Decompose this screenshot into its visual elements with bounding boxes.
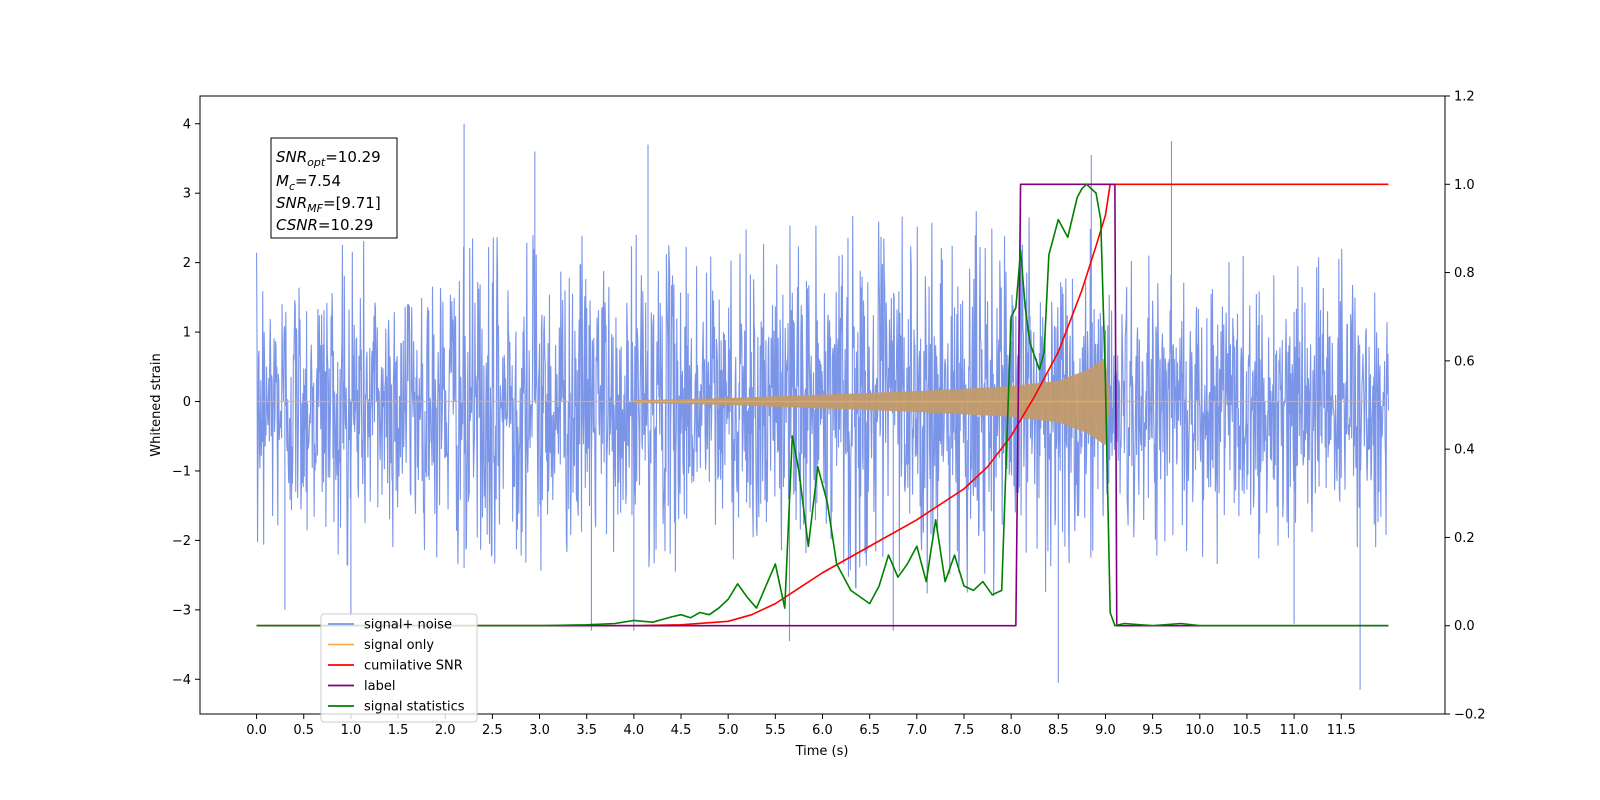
x-tick-label: 3.5 bbox=[576, 723, 597, 738]
legend-entry-signal-noise-label: signal+ noise bbox=[364, 618, 452, 633]
x-tick-label: 6.5 bbox=[859, 723, 880, 738]
snr-mf-text: SNRMF=[9.71] bbox=[276, 194, 381, 215]
x-tick-label: 4.0 bbox=[624, 723, 645, 738]
x-tick-label: 6.0 bbox=[812, 723, 833, 738]
mc-value: =7.54 bbox=[295, 172, 341, 190]
x-tick-label: 4.5 bbox=[671, 723, 692, 738]
x-tick-label: 2.0 bbox=[435, 723, 456, 738]
x-tick-label: 3.0 bbox=[529, 723, 550, 738]
x-axis-title: Time (s) bbox=[795, 744, 849, 759]
legend-entry-signal-statistics-label: signal statistics bbox=[364, 700, 465, 715]
y-axis-left-ticks: 4 3 2 1 0 −1 −2 −3 −4 bbox=[172, 117, 200, 688]
noise-trace bbox=[256, 123, 1389, 690]
x-tick-label: 11.0 bbox=[1280, 723, 1309, 738]
y-left-tick-label: −3 bbox=[172, 603, 191, 618]
x-tick-label: 2.5 bbox=[482, 723, 503, 738]
x-tick-label: 11.5 bbox=[1327, 723, 1356, 738]
csnr-label: CSNR bbox=[276, 216, 318, 234]
y-right-tick-label: −0.2 bbox=[1454, 708, 1486, 723]
x-axis-ticks: 0.0 0.5 1.0 1.5 2.0 2.5 3.0 3.5 4.0 4.5 5.0 5.5 6.0 6… bbox=[246, 714, 1356, 738]
snr-opt-text: SNRopt=10.29 bbox=[276, 148, 381, 169]
signal-statistics-line bbox=[256, 183, 1389, 627]
y-left-tick-label: 2 bbox=[183, 256, 191, 271]
snr-opt-sub: opt bbox=[307, 156, 326, 169]
annotation-box: SNRopt=10.29 Mc=7.54 SNRMF=[9.71] CSNR=1… bbox=[270, 137, 398, 239]
y-left-tick-label: 1 bbox=[183, 326, 191, 341]
x-tick-label: 9.5 bbox=[1142, 723, 1163, 738]
x-tick-label: 8.0 bbox=[1001, 723, 1022, 738]
mc-text: Mc=7.54 bbox=[276, 172, 341, 193]
snr-mf-sub: MF bbox=[307, 202, 323, 215]
y-left-tick-label: 4 bbox=[183, 117, 191, 132]
x-tick-label: 5.0 bbox=[718, 723, 739, 738]
legend-frame bbox=[320, 613, 478, 723]
annotation-frame bbox=[270, 137, 398, 239]
line-series-group bbox=[256, 183, 1389, 627]
noise-series bbox=[256, 123, 1389, 690]
legend: signal+ noise signal only cumilative SNR la… bbox=[320, 613, 478, 723]
x-tick-label: 1.5 bbox=[388, 723, 409, 738]
cumulative-snr-line bbox=[256, 183, 1389, 627]
y-right-tick-label: 0.4 bbox=[1454, 443, 1475, 458]
x-tick-label: 1.0 bbox=[341, 723, 362, 738]
legend-entry-label-label: label bbox=[364, 679, 395, 694]
csnr-text: CSNR=10.29 bbox=[276, 216, 373, 234]
x-tick-label: 5.5 bbox=[765, 723, 786, 738]
y-axis-title: Whitened strain bbox=[149, 353, 164, 456]
legend-entry-cumulative-snr-label: cumilative SNR bbox=[364, 659, 463, 674]
mc-label: M bbox=[276, 172, 289, 190]
y-left-tick-label: 0 bbox=[183, 395, 191, 410]
x-tick-label: 8.5 bbox=[1048, 723, 1069, 738]
y-left-tick-label: −2 bbox=[172, 534, 191, 549]
csnr-value: =10.29 bbox=[318, 216, 374, 234]
snr-mf-value: =[9.71] bbox=[323, 194, 381, 212]
x-tick-label: 0.5 bbox=[293, 723, 314, 738]
x-tick-label: 7.0 bbox=[906, 723, 927, 738]
y-right-tick-label: 0.8 bbox=[1454, 266, 1475, 281]
x-tick-label: 7.5 bbox=[954, 723, 975, 738]
y-right-tick-label: 1.0 bbox=[1454, 178, 1475, 193]
y-left-tick-label: 3 bbox=[183, 187, 191, 202]
x-tick-label: 10.5 bbox=[1232, 723, 1261, 738]
x-tick-label: 10.0 bbox=[1185, 723, 1214, 738]
mc-sub: c bbox=[289, 180, 295, 193]
y-right-tick-label: 0.0 bbox=[1454, 619, 1475, 634]
y-right-tick-label: 0.6 bbox=[1454, 354, 1475, 369]
signal-only-series bbox=[256, 357, 1389, 446]
x-tick-label: 9.0 bbox=[1095, 723, 1116, 738]
y-left-tick-label: −1 bbox=[172, 464, 191, 479]
snr-opt-label: SNR bbox=[276, 148, 307, 166]
y-right-tick-label: 0.2 bbox=[1454, 531, 1475, 546]
y-left-tick-label: −4 bbox=[172, 673, 191, 688]
snr-opt-value: =10.29 bbox=[325, 148, 381, 166]
x-tick-label: 0.0 bbox=[246, 723, 267, 738]
legend-entry-signal-only-label: signal only bbox=[364, 638, 434, 653]
snr-mf-label: SNR bbox=[276, 194, 307, 212]
y-axis-right-ticks: 1.2 1.0 0.8 0.6 0.4 0.2 0.0 −0.2 bbox=[1445, 90, 1486, 723]
y-right-tick-label: 1.2 bbox=[1454, 90, 1475, 105]
